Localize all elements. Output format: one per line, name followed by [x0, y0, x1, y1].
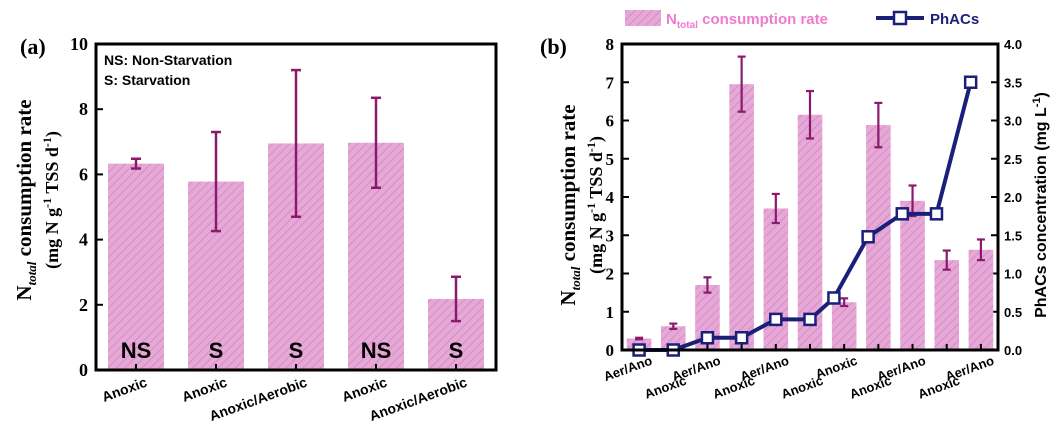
panel-a-frame	[94, 42, 498, 372]
panel-b-ytick-label: 8	[606, 35, 615, 54]
panel-a-xtick-label: Anoxic	[100, 374, 150, 405]
panel-b: (b) Ntotal consumption rate PhACs Ntotal…	[540, 10, 1050, 402]
panel-b-bar	[900, 200, 925, 350]
panel-a-bar-label: NS	[361, 338, 392, 363]
panel-b-xtick-label: Aer/Ano	[943, 353, 996, 384]
panel-a-bar-label: NS	[121, 338, 152, 363]
panel-a-bar-label: S	[289, 338, 304, 363]
panel-b-y2tick-label: 3.0	[1004, 114, 1022, 129]
phacs-marker	[700, 331, 715, 345]
panel-b-ylabel: Ntotal consumption rate (mg N g-1 TSS d-…	[556, 104, 607, 305]
phacs-marker	[929, 207, 944, 221]
panel-b-ytick-label: 1	[606, 303, 615, 322]
svg-text:(mg N g-1 TSS d-1): (mg N g-1 TSS d-1)	[40, 131, 63, 269]
panel-a-note-starvation: S: Starvation	[104, 72, 190, 88]
phacs-marker	[827, 291, 841, 305]
panel-b-bar	[729, 84, 754, 350]
panel-a-xtick-label: Anoxic	[180, 374, 230, 405]
panel-b-y2tick-label: 3.5	[1004, 75, 1022, 90]
svg-text:PhACs concentration (mg L-1): PhACs concentration (mg L-1)	[1031, 92, 1050, 318]
panel-a-ytick-label: 10	[70, 34, 88, 54]
panel-a-ytick-label: 8	[79, 99, 88, 119]
panel-b-ytick-label: 5	[606, 150, 615, 169]
panel-b-frame	[620, 42, 1000, 352]
panel-a-ytick-label: 0	[79, 360, 88, 380]
panel-b-y2label: PhACs concentration (mg L-1)	[1031, 92, 1050, 318]
panel-b-xtick-label: Aer/Ano	[875, 353, 928, 384]
panel-a-ytick-label: 2	[79, 295, 88, 315]
panel-a-bar	[108, 163, 164, 370]
legend-bar-swatch	[625, 10, 661, 26]
panel-b-y2tick-label: 1.0	[1004, 267, 1022, 282]
phacs-marker	[769, 312, 783, 327]
panel-a-bar-label: S	[209, 338, 224, 363]
legend-line-marker	[892, 10, 908, 26]
panel-b-bar	[968, 249, 994, 350]
panel-b-ytick-label: 6	[606, 112, 615, 131]
panel-b-ytick-label: 3	[606, 226, 615, 245]
phacs-marker	[895, 207, 910, 221]
panel-b-y2tick-label: 0.0	[1004, 343, 1022, 358]
panel-b-y2tick-label: 0.5	[1004, 305, 1022, 320]
panel-a-ytick-label: 6	[79, 164, 88, 184]
phacs-marker	[803, 312, 817, 327]
panel-b-bar	[934, 260, 960, 350]
panel-a-ylabel: Ntotal consumption rate (mg N g-1 TSS d-…	[12, 99, 63, 300]
phacs-marker	[861, 230, 875, 244]
panel-a-ytick-label: 4	[79, 230, 88, 250]
panel-a-xtick-label: Anoxic	[340, 374, 390, 405]
panel-b-bar	[763, 208, 789, 350]
legend-line-label: PhACs	[930, 11, 979, 28]
panel-b-y2tick-label: 1.5	[1004, 228, 1022, 243]
panel-b-ytick-label: 2	[606, 265, 615, 284]
panel-a: (a) Ntotal consumption rate (mg N g-1 TS…	[12, 34, 498, 424]
panel-a-bar-label: S	[449, 338, 464, 363]
panel-b-ytick-label: 4	[606, 188, 615, 207]
panel-b-label: (b)	[540, 34, 567, 59]
svg-text:(mg N g-1 TSS d-1): (mg N g-1 TSS d-1)	[584, 136, 607, 274]
svg-text:Ntotal consumption rate: Ntotal consumption rate	[12, 99, 39, 300]
phacs-marker	[963, 75, 978, 89]
svg-text:Ntotal consumption rate: Ntotal consumption rate	[556, 104, 583, 305]
panel-a-note-nonstarvation: NS: Non-Starvation	[104, 52, 232, 68]
panel-b-xtick-label: Aer/Ano	[670, 353, 723, 384]
panel-b-y2tick-label: 4.0	[1004, 37, 1022, 52]
panel-b-legend: Ntotal consumption rate PhACs	[625, 10, 979, 31]
panel-b-ytick-label: 0	[606, 341, 615, 360]
panel-b-y2tick-label: 2.0	[1004, 190, 1022, 205]
legend-bar-label: Ntotal consumption rate	[666, 11, 828, 31]
panel-b-y2tick-label: 2.5	[1004, 152, 1022, 167]
panel-b-bar	[831, 302, 857, 350]
panel-b-xtick-label: Anoxic	[813, 353, 859, 382]
panel-b-xtick-label: Aer/Ano	[738, 353, 791, 384]
panel-a-label: (a)	[20, 34, 46, 59]
phacs-marker	[734, 331, 749, 345]
panel-b-ytick-label: 7	[606, 73, 615, 92]
